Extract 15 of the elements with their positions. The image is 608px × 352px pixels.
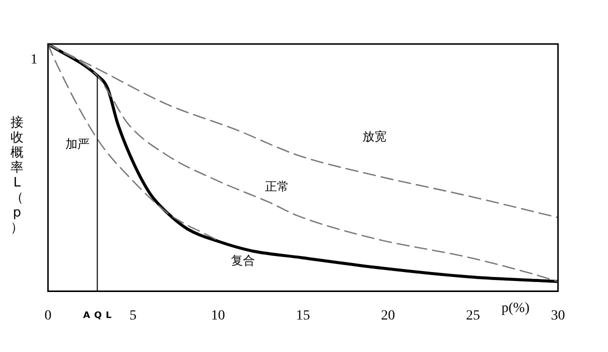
x-axis-title: p(%) [502,300,530,316]
series-label: 复合 [231,253,255,268]
series-label: 加严 [65,137,90,152]
x-tick-label: 5 [130,308,136,324]
text: 放宽 [362,129,386,144]
x-tick-label: 20 [381,308,395,324]
ref-line-label: AQL [83,311,116,322]
x-tick-label: 10 [211,308,225,324]
text: 1 [30,52,38,68]
x-tick-label: 15 [296,308,310,324]
x-tick-label: 25 [466,308,480,324]
series-label: 正常 [265,179,289,194]
x-tick-label: 0 [44,308,52,324]
x-tick-label: 30 [551,308,565,324]
y-axis-title: 接收概率L（p） [10,115,24,236]
